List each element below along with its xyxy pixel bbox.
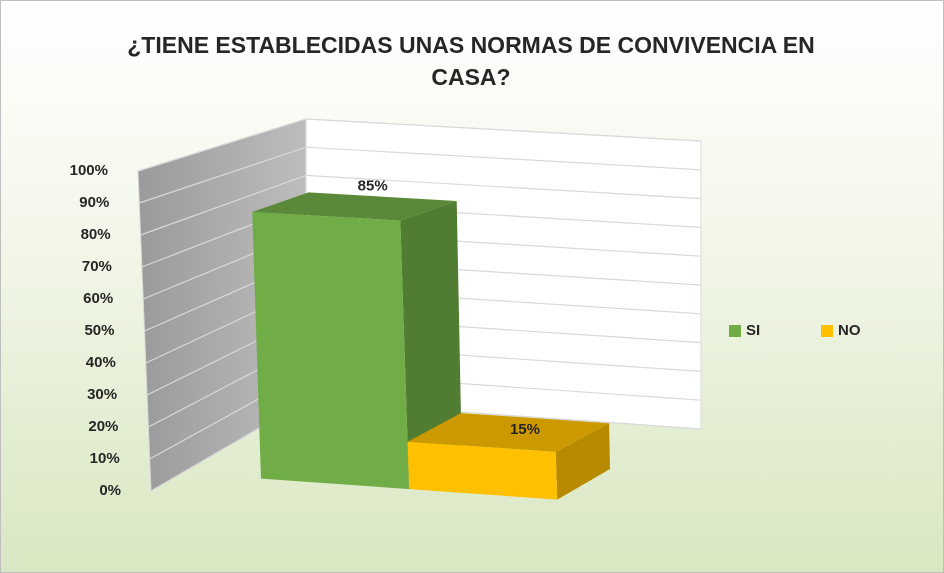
bar-side [555, 423, 610, 500]
y-tick-label: 90% [79, 194, 109, 211]
y-tick-label: 0% [99, 482, 121, 499]
y-tick-label: 50% [84, 322, 114, 339]
bar-top [252, 192, 457, 221]
y-tick-label: 10% [90, 450, 120, 467]
data-label: 85% [358, 178, 388, 195]
bar-front [252, 212, 410, 490]
chart-title: ¿TIENE ESTABLECIDAS UNAS NORMAS DE CONVI… [127, 32, 815, 90]
legend-label: NO [838, 322, 861, 339]
legend-swatch [821, 325, 833, 337]
y-tick-label: 20% [88, 418, 118, 435]
legend-label: SI [746, 322, 760, 339]
bar-top [407, 413, 610, 452]
bar-front [407, 441, 558, 500]
grid-line [137, 118, 702, 172]
y-tick-label: 60% [83, 290, 113, 307]
y-tick-label: 70% [82, 258, 112, 275]
grid-line [139, 146, 702, 204]
data-label: 15% [510, 421, 540, 438]
legend-swatch [729, 325, 741, 337]
y-tick-label: 30% [87, 386, 117, 403]
y-tick-label: 100% [70, 162, 108, 179]
y-tick-label: 80% [81, 226, 111, 243]
y-tick-label: 40% [86, 354, 116, 371]
grid-line [140, 174, 702, 236]
bar-side [400, 201, 462, 490]
